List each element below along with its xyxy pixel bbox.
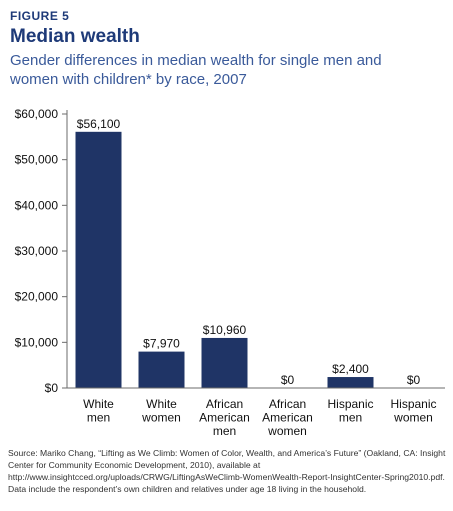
source-note: Source: Mariko Chang, “Lifting as We Cli… [8, 448, 446, 494]
bar-value-label: $56,100 [77, 117, 121, 131]
x-tick-label: White men [83, 397, 114, 425]
bar [138, 351, 185, 388]
bar-value-label: $0 [407, 373, 421, 387]
bar-value-label: $2,400 [332, 362, 369, 376]
x-tick-label: Hispanic women [390, 397, 436, 425]
bar-value-label: $10,960 [203, 323, 247, 337]
x-tick-label: White women [141, 397, 181, 425]
bar-value-label: $7,970 [143, 337, 180, 351]
x-tick-label: African American women [262, 397, 313, 438]
y-tick-label: $20,000 [15, 290, 59, 304]
x-tick-label: African American men [199, 397, 250, 438]
bar [201, 337, 248, 388]
y-tick-label: $60,000 [15, 107, 59, 121]
chart-title: Median wealth [10, 26, 140, 47]
chart-subtitle: Gender differences in median wealth for … [10, 52, 382, 88]
bar-chart: $0 $10,000 $20,000 $30,000 $40,000 $50,000 $60… [15, 107, 445, 438]
y-tick-label: $10,000 [15, 335, 59, 349]
y-tick-label: $50,000 [15, 153, 59, 167]
x-tick-label: Hispanic men [327, 397, 373, 425]
y-tick-label: $30,000 [15, 244, 59, 258]
bar [75, 131, 122, 388]
bar-value-label: $0 [281, 373, 295, 387]
figure-label: FIGURE 5 [10, 9, 70, 23]
y-tick-label: $0 [45, 381, 59, 395]
bar [327, 377, 374, 388]
y-tick-label: $40,000 [15, 198, 59, 212]
